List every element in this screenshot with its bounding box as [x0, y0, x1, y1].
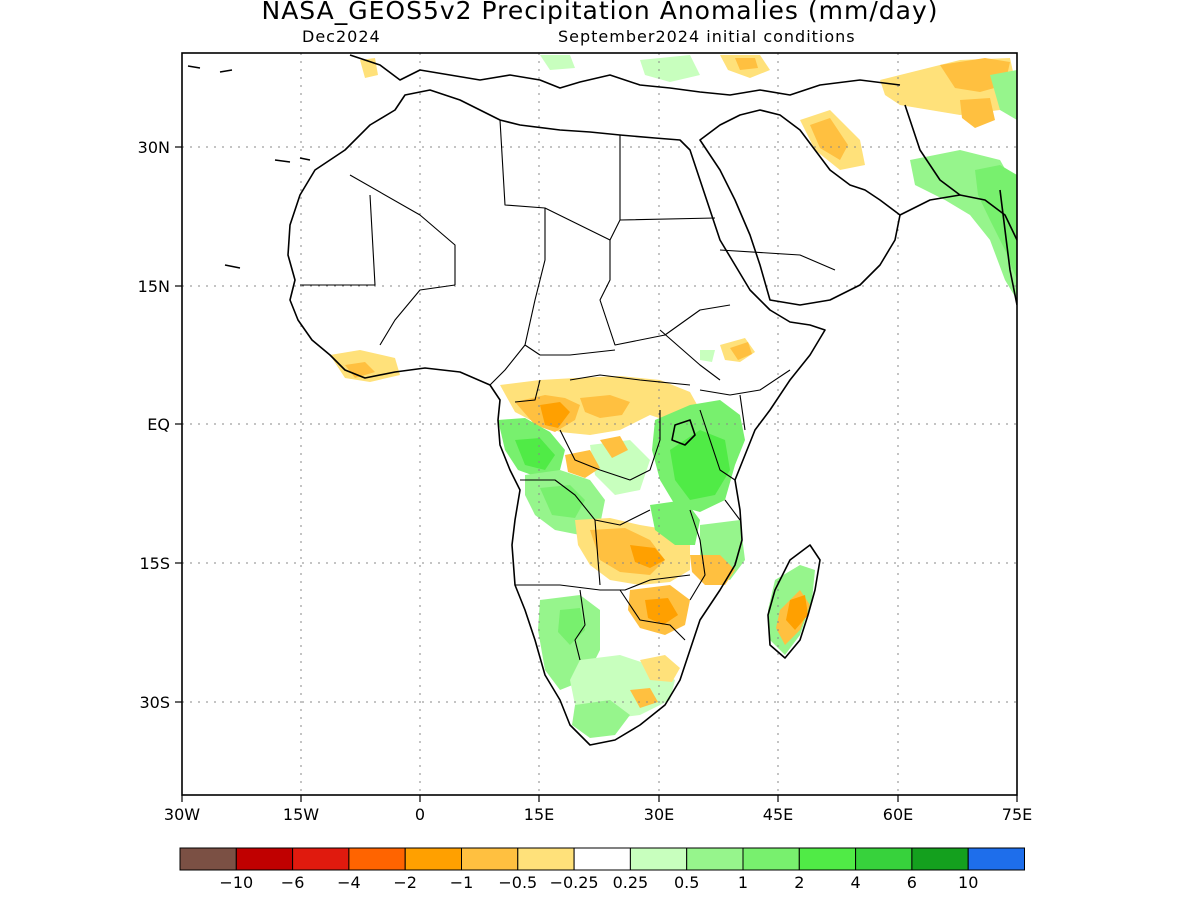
legend-label: 10: [958, 873, 978, 892]
lon-tick-label: 15W: [283, 805, 319, 824]
legend-swatch: [911, 847, 969, 871]
legend-swatch: [348, 847, 406, 871]
legend-swatch: [798, 847, 857, 871]
anomaly-shading: [330, 55, 1017, 738]
legend-label: 0.5: [674, 873, 699, 892]
axis-ticks: [175, 146, 1018, 802]
legend-swatch: [404, 847, 463, 871]
lon-tick-label: 30W: [164, 805, 200, 824]
lon-tick-label: 45E: [763, 805, 793, 824]
legend-swatch: [686, 847, 744, 871]
legend-label: −2: [393, 873, 417, 892]
lon-tick-label: 30E: [644, 805, 674, 824]
legend-swatch: [629, 847, 688, 871]
lon-tick-label: 0: [415, 805, 425, 824]
legend-label: 2: [794, 873, 804, 892]
forecast-month-label: Dec2024: [302, 27, 381, 46]
legend-label: 6: [907, 873, 917, 892]
legend-label: −4: [337, 873, 361, 892]
initial-conditions-label: September2024 initial conditions: [558, 27, 856, 46]
legend-swatch: [573, 847, 631, 871]
lon-tick-label: 15E: [524, 805, 554, 824]
legend-swatch: [461, 847, 519, 871]
legend-swatch: [292, 847, 350, 871]
legend-label: 0.25: [613, 873, 649, 892]
lon-tick-label: 60E: [883, 805, 913, 824]
legend-swatch: [179, 847, 237, 871]
lat-tick-label: 30N: [138, 138, 170, 157]
color-legend: [179, 847, 1026, 871]
coastlines: [187, 54, 1017, 746]
lon-tick-label: 75E: [1002, 805, 1032, 824]
lat-tick-label: 15S: [139, 554, 170, 573]
lat-tick-label: 15N: [138, 277, 170, 296]
legend-swatch: [742, 847, 800, 871]
legend-label: 1: [738, 873, 748, 892]
map-grid: [182, 53, 1017, 795]
color-legend-labels: −10 −6 −4 −2 −1 −0.5 −0.25 0.25 0.5 1 2 4 6 10: [219, 873, 978, 892]
legend-swatch: [967, 847, 1026, 871]
legend-swatch: [235, 847, 294, 871]
lat-tick-label: 30S: [139, 693, 170, 712]
legend-label: 4: [851, 873, 861, 892]
legend-label: −0.5: [498, 873, 537, 892]
chart-title: NASA_GEOS5v2 Precipitation Anomalies (mm…: [261, 0, 939, 25]
legend-label: −10: [219, 873, 253, 892]
legend-label: −6: [281, 873, 305, 892]
legend-swatch: [517, 847, 575, 871]
legend-label: −1: [450, 873, 474, 892]
legend-swatch: [855, 847, 913, 871]
legend-label: −0.25: [550, 873, 599, 892]
country-borders: [300, 119, 836, 661]
lat-tick-label: EQ: [147, 415, 170, 434]
